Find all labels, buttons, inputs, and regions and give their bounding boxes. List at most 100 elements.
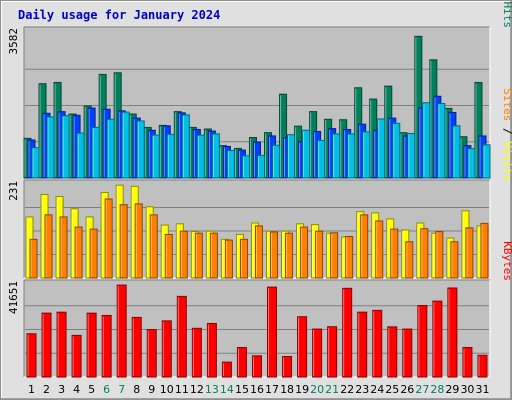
x-tick-label-day-22: 22	[340, 383, 354, 396]
legend-part: /	[501, 121, 512, 141]
bar-pages-day-18	[287, 134, 296, 179]
x-tick-label-day-5: 5	[88, 383, 95, 396]
bar-sites-day-14	[224, 239, 233, 279]
bar-pages-day-23	[362, 131, 371, 179]
bar-pages-day-5	[91, 126, 100, 179]
bar-sites-day-9	[149, 214, 158, 279]
bar-kbytes-day-8	[131, 316, 142, 378]
x-tick-label-day-16: 16	[250, 383, 264, 396]
bar-kbytes-day-28	[432, 300, 443, 378]
frame-shadow-bottom	[1, 398, 511, 399]
bar-kbytes-day-30	[462, 347, 473, 378]
bar-sites-day-7	[119, 204, 128, 279]
bar-pages-day-11	[181, 114, 190, 179]
bar-kbytes-day-22	[342, 287, 353, 378]
bar-kbytes-day-10	[161, 320, 172, 378]
x-tick-label-day-18: 18	[280, 383, 294, 396]
bar-kbytes-day-23	[357, 311, 368, 378]
bar-kbytes-day-26	[402, 328, 413, 378]
panel-hits: 3582 Pages / Files / Hits	[7, 0, 512, 179]
bar-kbytes-day-13	[206, 322, 217, 378]
x-tick-label-day-8: 8	[133, 383, 140, 396]
frame-highlight-left	[1, 1, 2, 399]
panel-kbytes: 41651 KBytes	[7, 241, 512, 378]
bar-sites-day-2	[44, 214, 53, 279]
bar-kbytes-day-4	[71, 334, 82, 378]
x-tick-label-day-19: 19	[295, 383, 309, 396]
bar-kbytes-day-18	[282, 356, 293, 378]
x-tick-label-day-29: 29	[445, 383, 459, 396]
panel-sites: 231 Sites / Visits	[7, 88, 512, 279]
bar-pages-day-14	[226, 149, 235, 179]
bar-pages-day-12	[196, 134, 205, 179]
bar-pages-day-10	[166, 133, 175, 179]
bar-sites-day-16	[254, 225, 263, 279]
max-label-kbytes: 41651	[7, 281, 20, 314]
x-tick-label-day-30: 30	[460, 383, 474, 396]
legend-part: Hits	[501, 2, 512, 29]
x-tick-label-day-3: 3	[58, 383, 65, 396]
bar-sites-day-11	[179, 230, 188, 279]
bar-pages-day-21	[332, 133, 341, 179]
bar-pages-day-2	[46, 116, 55, 179]
frame-highlight-top	[1, 1, 511, 2]
bar-kbytes-day-14	[221, 361, 232, 378]
bar-sites-day-21	[330, 232, 339, 279]
bar-sites-day-4	[74, 226, 83, 279]
bar-pages-day-15	[241, 155, 250, 179]
x-tick-label-day-12: 12	[190, 383, 204, 396]
x-tick-label-day-11: 11	[175, 383, 189, 396]
bar-pages-day-31	[482, 144, 491, 179]
bar-sites-day-3	[59, 216, 68, 279]
x-tick-label-day-26: 26	[400, 383, 414, 396]
bar-pages-day-4	[76, 132, 85, 179]
bar-kbytes-day-9	[146, 329, 157, 378]
bar-sites-day-28	[435, 231, 444, 279]
bar-pages-day-30	[467, 147, 476, 179]
legend-part: Sites	[501, 88, 512, 121]
bar-sites-day-29	[450, 241, 459, 279]
x-tick-label-day-20: 20	[310, 383, 324, 396]
bar-kbytes-day-17	[267, 286, 278, 378]
bar-pages-day-20	[317, 139, 326, 179]
bar-kbytes-day-29	[447, 287, 458, 378]
bar-sites-day-20	[315, 230, 324, 279]
bar-pages-day-1	[31, 147, 40, 179]
x-tick-label-day-15: 15	[235, 383, 249, 396]
bar-kbytes-day-25	[387, 326, 398, 378]
x-tick-label-day-21: 21	[325, 383, 339, 396]
legend-sites: Sites / Visits	[501, 88, 512, 181]
bar-pages-day-29	[452, 125, 461, 179]
legend-kbytes: KBytes	[501, 241, 512, 281]
bar-sites-day-6	[104, 198, 113, 279]
bar-kbytes-day-12	[191, 327, 202, 378]
bar-sites-day-8	[134, 203, 143, 279]
bar-pages-day-19	[302, 129, 311, 179]
chart-title: Daily usage for January 2024	[18, 8, 221, 22]
bar-pages-day-26	[407, 132, 416, 179]
bar-kbytes-day-7	[116, 284, 127, 378]
bar-pages-day-9	[151, 134, 160, 179]
max-label-hits: 3582	[7, 28, 20, 55]
bar-sites-day-13	[209, 232, 218, 279]
bar-sites-day-26	[405, 241, 414, 279]
x-tick-label-day-1: 1	[28, 383, 35, 396]
bar-sites-day-27	[420, 228, 429, 279]
x-tick-label-day-24: 24	[370, 383, 384, 396]
bar-kbytes-day-16	[251, 355, 262, 378]
x-tick-label-day-6: 6	[103, 383, 110, 396]
bar-sites-day-10	[164, 233, 173, 279]
x-tick-label-day-9: 9	[148, 383, 155, 396]
x-tick-label-day-2: 2	[43, 383, 50, 396]
bar-pages-day-28	[437, 103, 446, 179]
x-tick-label-day-14: 14	[220, 383, 234, 396]
bar-sites-day-12	[194, 232, 203, 279]
bar-pages-day-13	[211, 133, 220, 179]
bar-kbytes-day-15	[236, 347, 247, 378]
bar-kbytes-day-27	[417, 304, 428, 378]
x-tick-label-day-17: 17	[265, 383, 279, 396]
frame-shadow-right	[510, 1, 511, 399]
bar-sites-day-18	[285, 232, 294, 279]
bar-kbytes-day-31	[477, 354, 488, 378]
